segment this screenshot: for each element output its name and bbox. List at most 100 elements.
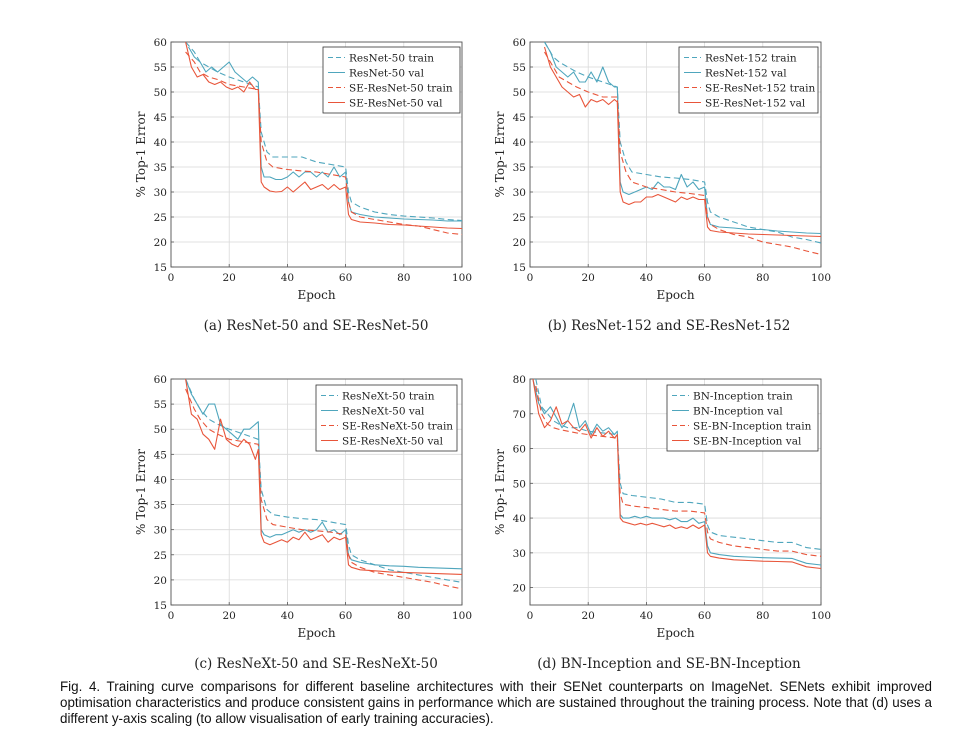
legend: ResNet-50 train ResNet-50 val SE-ResNet-50…	[322, 46, 461, 114]
axes-frame	[170, 378, 463, 606]
series-line-4	[543, 46, 821, 238]
y-tick-label: 30	[513, 548, 526, 560]
y-tick-label: 15	[154, 262, 167, 274]
x-tick-label: 100	[452, 610, 472, 622]
y-tick-label: 60	[513, 37, 526, 49]
y-tick-label: 30	[154, 525, 167, 537]
y-tick-label: 50	[154, 424, 167, 436]
x-axis-label: Epoch	[656, 288, 694, 302]
x-axis-label: Epoch	[297, 626, 335, 640]
x-tick-label: 20	[582, 272, 595, 284]
y-tick-label: 50	[513, 478, 526, 490]
y-tick-label: 80	[513, 374, 526, 386]
axes-frame	[529, 378, 822, 606]
y-axis-label: % Top-1 Error	[134, 449, 148, 535]
x-axis-label: Epoch	[656, 626, 694, 640]
x-tick-label: 0	[527, 610, 534, 622]
x-tick-label: 80	[397, 272, 410, 284]
y-axis-label: % Top-1 Error	[493, 449, 507, 535]
legend-entry: ResNet-50 val	[349, 68, 425, 80]
series-line-4	[532, 379, 821, 570]
series-line-2	[188, 46, 462, 222]
y-tick-label: 55	[513, 62, 526, 74]
x-tick-label: 60	[698, 610, 711, 622]
y-tick-label: 55	[154, 399, 167, 411]
legend-entry: SE-ResNet-152 train	[705, 83, 816, 95]
legend-entry: ResNet-152 val	[705, 68, 787, 80]
y-tick-label: 30	[513, 187, 526, 199]
y-tick-label: 45	[513, 112, 526, 124]
legend-entry: ResNet-50 train	[349, 53, 434, 65]
legend: BN-Inception train BN-Inception val SE-BN-…	[666, 384, 819, 452]
legend-entry: SE-ResNet-50 train	[349, 83, 453, 95]
x-tick-label: 40	[640, 272, 653, 284]
y-tick-label: 20	[154, 575, 167, 587]
series-line-4	[185, 379, 462, 575]
y-tick-label: 35	[154, 162, 167, 174]
subfigure-caption: (c) ResNeXt-50 and SE-ResNeXt-50	[194, 656, 438, 672]
subfigure-caption: (b) ResNet-152 and SE-ResNet-152	[548, 318, 791, 334]
legend-entry: ResNeXt-50 val	[342, 406, 425, 418]
y-tick-label: 45	[154, 112, 167, 124]
y-tick-label: 60	[513, 444, 526, 456]
series-line-3	[544, 51, 821, 256]
y-tick-label: 45	[154, 449, 167, 461]
subfigure-caption: (d) BN-Inception and SE-BN-Inception	[537, 656, 801, 672]
y-axis-label: % Top-1 Error	[493, 111, 507, 197]
axes-frame	[170, 41, 463, 268]
y-tick-label: 60	[154, 37, 167, 49]
legend-entry: SE-BN-Inception train	[693, 421, 812, 433]
y-axis-label: % Top-1 Error	[134, 111, 148, 197]
y-tick-label: 60	[154, 374, 167, 386]
x-tick-label: 80	[756, 272, 769, 284]
y-tick-label: 40	[513, 513, 526, 525]
y-tick-label: 35	[513, 162, 526, 174]
y-tick-label: 30	[154, 187, 167, 199]
y-tick-label: 15	[513, 262, 526, 274]
x-tick-label: 100	[452, 272, 472, 284]
x-tick-label: 80	[397, 610, 410, 622]
series-line-3	[185, 388, 462, 590]
chart-panel-4: 0 20 40 60 80 100 20 30 40 50 60 70 80 Epoch % Top-1 E…	[493, 374, 831, 672]
x-axis-label: Epoch	[297, 288, 335, 302]
legend-entry: ResNet-152 train	[705, 53, 797, 65]
legend: ResNeXt-50 train ResNeXt-50 val SE-ResNeXt…	[315, 384, 458, 452]
series-line-2	[185, 379, 462, 570]
x-tick-label: 20	[582, 610, 595, 622]
x-tick-label: 60	[698, 272, 711, 284]
legend-entry: SE-ResNet-152 val	[705, 98, 806, 110]
y-tick-label: 20	[513, 583, 526, 595]
x-tick-label: 20	[223, 272, 236, 284]
y-tick-label: 50	[513, 87, 526, 99]
y-tick-label: 55	[154, 62, 167, 74]
series-line-2	[532, 379, 821, 566]
x-tick-label: 40	[281, 610, 294, 622]
y-tick-label: 50	[154, 87, 167, 99]
y-tick-label: 25	[154, 550, 167, 562]
legend-entry: SE-ResNet-50 val	[349, 98, 443, 110]
x-tick-label: 80	[756, 610, 769, 622]
subfigure-caption: (a) ResNet-50 and SE-ResNet-50	[204, 318, 429, 334]
x-tick-label: 20	[223, 610, 236, 622]
legend: ResNet-152 train ResNet-152 val SE-ResNet-…	[678, 46, 819, 114]
y-tick-label: 35	[154, 500, 167, 512]
x-tick-label: 0	[168, 272, 175, 284]
chart-panel-3: 0 20 40 60 80 100 15 20 25 30 35 40 45 50 55 60 Epoch % T…	[134, 374, 472, 672]
axes-frame	[529, 41, 822, 268]
legend-entry: ResNeXt-50 train	[342, 391, 435, 403]
series-line-4	[185, 42, 462, 230]
chart-panel-1: 0 20 40 60 80 100 15 20 25 30 35 40 45 50 55 60 Epoch % T…	[134, 37, 472, 334]
y-tick-label: 70	[513, 409, 526, 421]
y-tick-label: 25	[154, 212, 167, 224]
y-tick-label: 25	[513, 212, 526, 224]
legend-entry: SE-ResNeXt-50 train	[342, 421, 453, 433]
y-tick-label: 15	[154, 600, 167, 612]
series-line-1	[185, 42, 462, 222]
series-line-2	[544, 42, 821, 235]
y-tick-label: 40	[154, 137, 167, 149]
x-tick-label: 100	[811, 610, 831, 622]
legend-box	[322, 46, 461, 114]
x-tick-label: 60	[339, 272, 352, 284]
chart-panel-2: 0 20 40 60 80 100 15 20 25 30 35 40 45 50 55 60 Epoch % T…	[493, 37, 831, 334]
